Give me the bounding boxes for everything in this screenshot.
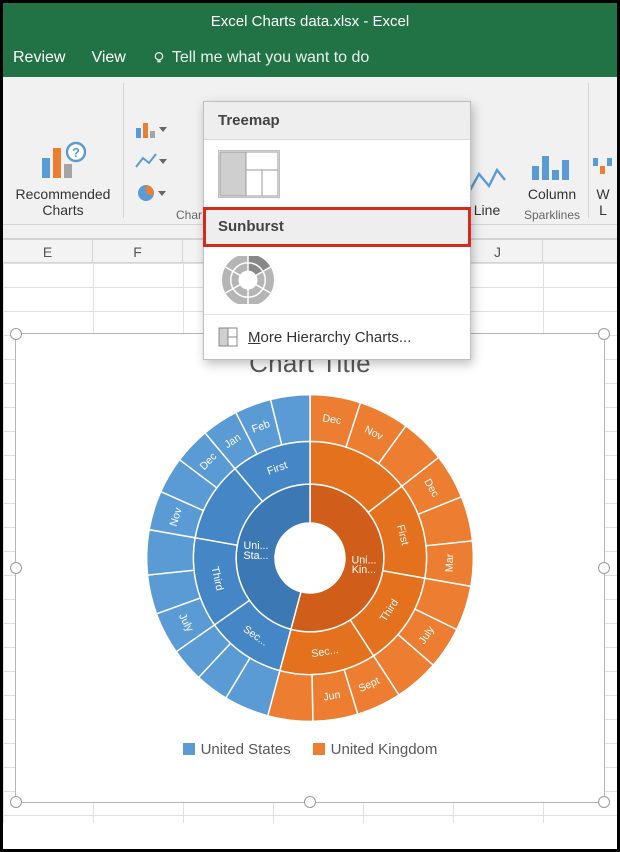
charts-group-label: Char	[176, 208, 202, 222]
column-header[interactable]: F	[93, 240, 183, 262]
sparkline-column-icon	[530, 148, 574, 182]
sunburst-header: Sunburst	[204, 208, 470, 246]
sunburst-chart[interactable]: Uni...Kin...Uni...Sta...FirstThirdSec...…	[135, 383, 485, 733]
svg-text:Uni...Kin...: Uni...Kin...	[352, 554, 377, 576]
sparkline-winloss-button[interactable]: WL	[586, 144, 620, 222]
more-hierarchy-charts[interactable]: MMore Hierarchy Charts...ore Hierarchy C…	[204, 314, 470, 359]
more-charts-icon	[218, 327, 238, 347]
sunburst-option[interactable]	[218, 256, 280, 304]
pie-chart-menu[interactable]	[132, 180, 170, 206]
svg-text:Mar: Mar	[443, 553, 456, 572]
legend-item-uk[interactable]: United Kingdom	[313, 741, 438, 758]
title-bar: Excel Charts data.xlsx - Excel	[3, 3, 617, 39]
legend-item-us[interactable]: United States	[183, 741, 291, 758]
sparkline-winloss-icon	[592, 148, 614, 182]
resize-handle[interactable]	[598, 328, 610, 340]
sparkline-column-button[interactable]: Column	[522, 144, 582, 206]
resize-handle[interactable]	[10, 562, 22, 574]
sunburst-thumb-icon	[218, 256, 278, 304]
recommended-charts-icon: ?	[40, 138, 86, 182]
recommended-charts-button[interactable]: ? Recommended Charts	[10, 134, 117, 222]
resize-handle[interactable]	[10, 328, 22, 340]
tell-me-search[interactable]: Tell me what you want to do	[152, 49, 369, 67]
chart-object[interactable]: Chart Title Uni...Kin...Uni...Sta...Firs…	[15, 333, 605, 803]
column-chart-menu[interactable]	[132, 116, 170, 142]
column-header[interactable]: E	[3, 240, 93, 262]
resize-handle[interactable]	[598, 796, 610, 808]
line-chart-menu[interactable]	[132, 148, 170, 174]
chart-legend[interactable]: United States United Kingdom	[16, 741, 604, 758]
menu-bar: Review View Tell me what you want to do	[3, 39, 617, 77]
sparkline-line-icon	[467, 164, 507, 198]
treemap-header: Treemap	[204, 102, 470, 140]
tab-review[interactable]: Review	[13, 49, 65, 67]
lightbulb-icon	[152, 51, 166, 65]
hierarchy-chart-dropdown: Treemap Sunburst	[203, 101, 471, 360]
resize-handle[interactable]	[10, 796, 22, 808]
svg-text:Uni...Sta...: Uni...Sta...	[244, 540, 269, 562]
treemap-thumb-icon	[219, 151, 279, 197]
treemap-option[interactable]	[218, 150, 280, 198]
svg-text:?: ?	[72, 145, 80, 160]
sparklines-group-label: Sparklines	[524, 208, 580, 222]
resize-handle[interactable]	[304, 796, 316, 808]
resize-handle[interactable]	[598, 562, 610, 574]
tab-view[interactable]: View	[91, 49, 125, 67]
window-title: Excel Charts data.xlsx - Excel	[211, 13, 409, 30]
